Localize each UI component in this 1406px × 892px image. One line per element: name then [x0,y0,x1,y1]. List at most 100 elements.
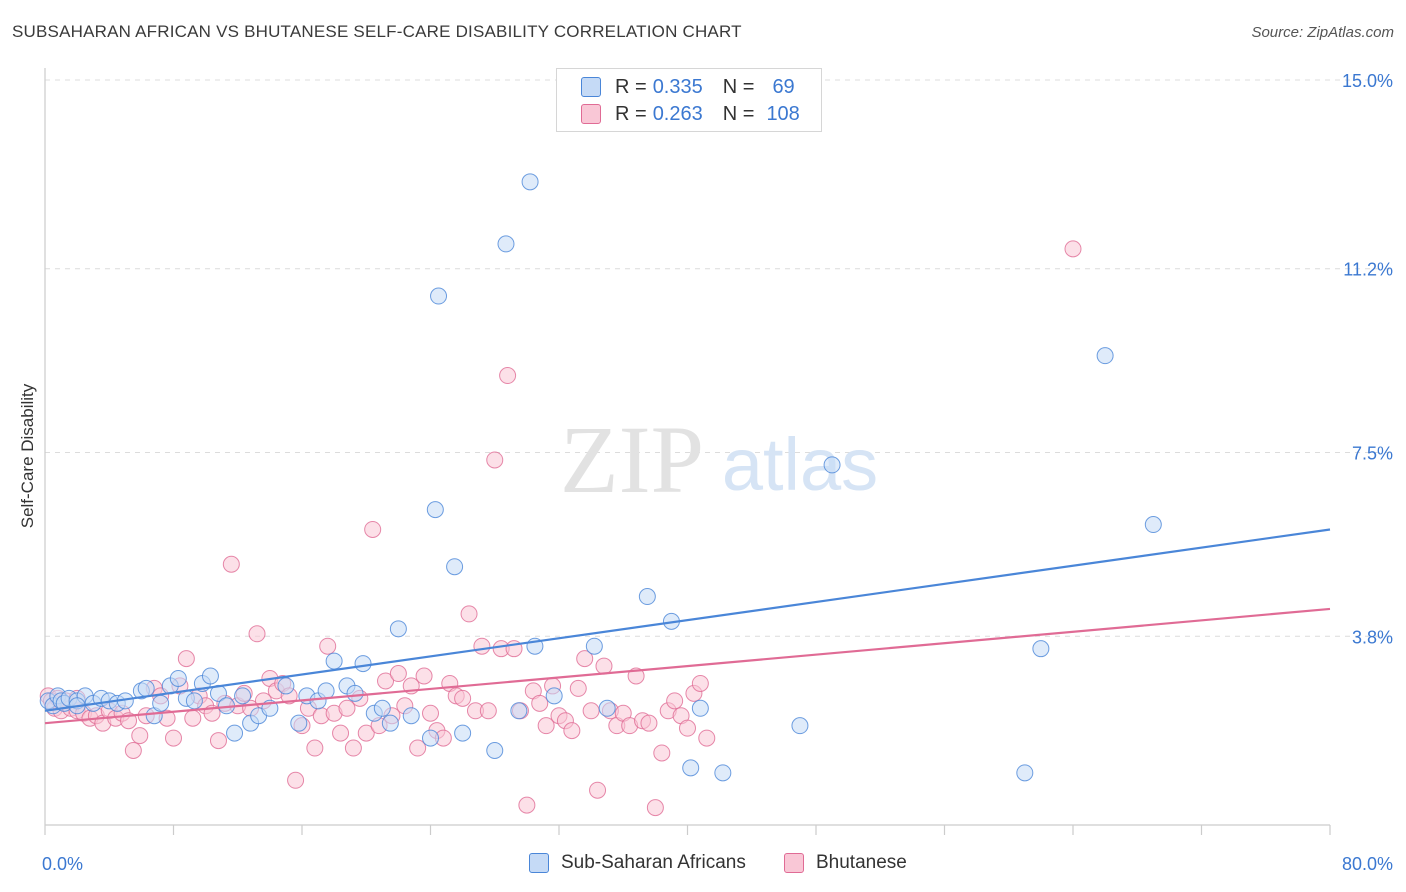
data-point [346,684,364,702]
data-point [569,679,587,697]
data-points [39,173,1162,817]
data-point [152,694,170,712]
chart-title: SUBSAHARAN AFRICAN VS BHUTANESE SELF-CAR… [12,22,742,41]
data-point [332,724,350,742]
data-point [415,667,433,685]
data-point [646,799,664,817]
legend-swatch-blue [581,77,601,97]
data-point [454,724,472,742]
data-point [317,682,335,700]
data-point [576,650,594,668]
data-point [430,287,448,305]
bottom-legend-label: Bhutanese [816,852,907,873]
n-value: 69 [772,75,795,98]
data-point [497,235,515,253]
watermark: ZIP atlas [560,406,878,513]
y-tick-label: 3.8% [1352,627,1393,647]
data-point [510,702,528,720]
data-point [277,677,295,695]
legend-row-bhutanese: R = 0.263 N = 108 [581,102,800,126]
data-point [131,727,149,745]
trend-line [44,607,1331,725]
data-point [344,739,362,757]
data-point [209,732,227,750]
data-point [479,702,497,720]
data-point [595,657,613,675]
data-point [1016,764,1034,782]
data-point [1064,240,1082,258]
data-point [1144,516,1162,534]
data-point [499,367,517,385]
r-label: R = [615,102,647,125]
data-point [402,707,420,725]
bottom-legend-subsaharan: Sub-Saharan Africans [529,852,746,874]
data-point [1032,640,1050,658]
trend-lines [44,528,1331,725]
data-point [290,714,308,732]
data-point [169,669,187,687]
data-point [589,781,607,799]
data-point [325,652,343,670]
n-value: 108 [766,102,800,125]
data-point [377,672,395,690]
data-point [446,558,464,576]
data-point [287,771,305,789]
data-point [598,699,616,717]
data-point [165,729,182,747]
data-point [638,588,656,606]
data-point [124,742,142,759]
data-point [426,501,444,519]
data-point [306,739,324,757]
data-point [422,729,439,747]
n-label: N = [722,102,755,125]
source-label: Source: ZipAtlas.com [1251,24,1394,41]
data-point [653,744,671,762]
r-value: 0.263 [652,102,703,125]
y-axis-label: Self-Care Disability [18,383,37,529]
data-point [373,699,391,717]
data-point [389,665,407,683]
y-tick-label: 11.2% [1343,260,1393,280]
data-point [582,702,600,720]
legend-row-subsaharan: R = 0.335 N = 69 [581,75,795,99]
y-tick-label: 15.0% [1342,71,1393,91]
trend-line [44,528,1331,712]
data-point [357,724,375,742]
data-point [486,451,504,469]
n-label: N = [722,75,755,98]
data-point [518,796,536,814]
data-point [691,699,709,717]
data-point [714,764,732,782]
data-point [319,637,337,655]
data-point [422,704,439,722]
data-point [184,709,202,727]
data-point [823,456,841,474]
data-point [486,742,504,759]
data-point [682,759,700,777]
data-point [454,689,472,707]
data-point [354,655,372,673]
data-point [409,739,427,757]
data-point [460,605,478,623]
bottom-legend-swatch-blue [529,853,549,873]
x-tick-label: 0.0% [42,854,83,874]
data-point [531,694,549,712]
y-tick-label: 7.5% [1352,444,1393,464]
bottom-legend-label: Sub-Saharan Africans [561,852,746,873]
grid-lines [45,79,1395,637]
data-point [537,717,555,735]
watermark-zip: ZIP [560,406,704,513]
stats-legend: R = 0.335 N = 69 R = 0.263 N = 108 [556,68,822,132]
data-point [585,637,603,655]
data-point [1096,347,1114,365]
data-point [563,722,581,740]
data-point [679,719,696,737]
data-point [389,620,407,638]
data-point [248,625,266,643]
data-point [521,173,539,191]
data-point [234,687,252,705]
data-point [185,692,203,710]
tick-labels: 3.8% 7.5% 11.2% 15.0% 0.0% 80.0% [42,71,1393,874]
bottom-legend-swatch-pink [784,853,804,873]
